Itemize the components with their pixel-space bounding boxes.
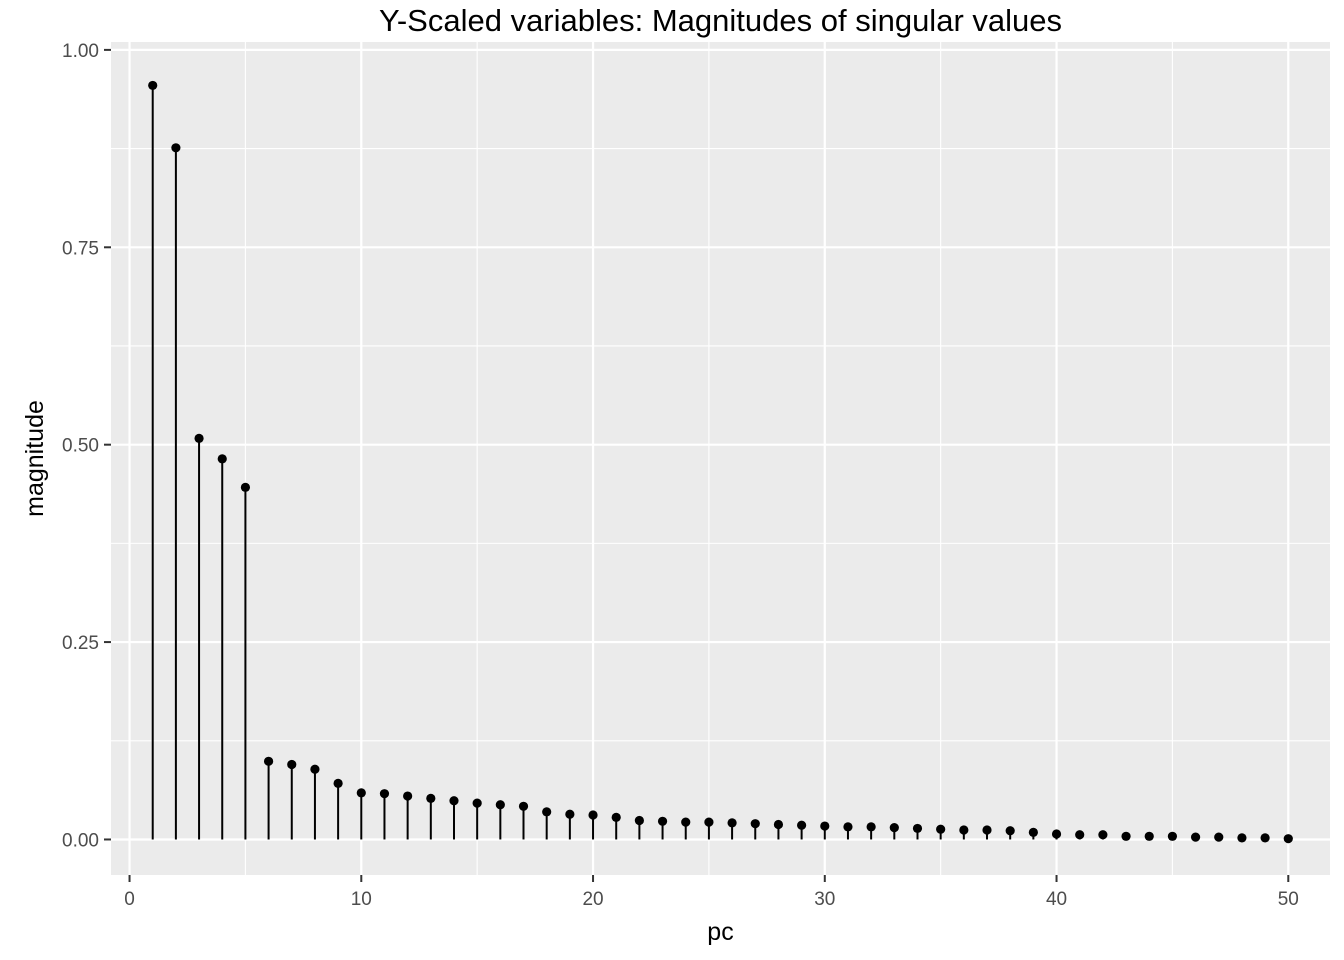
point-pc-5 xyxy=(240,482,251,492)
y-tick-label: 1.00 xyxy=(62,41,99,62)
plot-panel xyxy=(111,42,1330,875)
point-pc-22 xyxy=(634,815,644,826)
y-tick-label: 0.75 xyxy=(62,238,99,259)
point-pc-28 xyxy=(773,819,784,830)
point-pc-19 xyxy=(565,809,575,819)
points xyxy=(148,80,1293,844)
point-pc-9 xyxy=(333,778,343,789)
x-tick-label: 50 xyxy=(1278,889,1299,910)
point-pc-39 xyxy=(1028,827,1038,837)
point-pc-48 xyxy=(1237,833,1247,843)
point-pc-24 xyxy=(681,817,691,827)
point-pc-40 xyxy=(1051,829,1062,839)
point-pc-2 xyxy=(171,143,181,153)
point-pc-7 xyxy=(287,759,297,770)
x-tick-label: 30 xyxy=(814,889,835,910)
point-pc-27 xyxy=(750,819,760,829)
y-axis: 0.00 0.25 0.50 0.75 1.00 xyxy=(62,41,111,851)
point-pc-18 xyxy=(542,807,552,817)
point-pc-1 xyxy=(148,80,158,91)
point-pc-32 xyxy=(866,822,876,832)
point-pc-3 xyxy=(194,433,204,443)
point-pc-8 xyxy=(310,764,320,774)
chart-title: Y-Scaled variables: Magnitudes of singul… xyxy=(379,3,1062,38)
x-tick-label: 10 xyxy=(351,889,372,910)
point-pc-15 xyxy=(472,798,482,808)
point-pc-37 xyxy=(982,825,992,835)
point-pc-14 xyxy=(449,796,459,806)
point-pc-44 xyxy=(1144,831,1154,841)
y-axis-title: magnitude xyxy=(21,400,49,517)
x-tick-label: 20 xyxy=(582,889,603,910)
point-pc-29 xyxy=(797,820,807,830)
point-pc-26 xyxy=(727,818,737,828)
point-pc-35 xyxy=(936,824,946,834)
point-pc-20 xyxy=(588,810,598,820)
point-pc-30 xyxy=(820,821,830,831)
point-pc-4 xyxy=(217,454,227,464)
point-pc-10 xyxy=(356,788,366,798)
x-axis-title: pc xyxy=(707,918,733,946)
x-tick-label: 40 xyxy=(1046,889,1067,910)
point-pc-6 xyxy=(263,756,274,766)
x-axis: 0 10 20 30 40 50 xyxy=(124,875,1299,910)
point-pc-25 xyxy=(704,817,714,827)
point-pc-47 xyxy=(1214,832,1224,842)
point-pc-43 xyxy=(1121,831,1131,841)
point-pc-49 xyxy=(1260,833,1270,843)
point-pc-33 xyxy=(889,823,899,833)
point-pc-46 xyxy=(1190,832,1201,842)
x-tick-label: 0 xyxy=(124,889,135,910)
point-pc-38 xyxy=(1005,826,1015,836)
minor-grid xyxy=(111,42,1330,875)
point-pc-31 xyxy=(843,822,853,832)
point-pc-21 xyxy=(611,812,621,822)
point-pc-11 xyxy=(379,789,390,799)
y-tick-label: 0.00 xyxy=(62,830,99,851)
point-pc-41 xyxy=(1075,830,1085,840)
stems xyxy=(151,85,1290,840)
point-pc-13 xyxy=(426,793,436,804)
point-pc-12 xyxy=(403,791,413,801)
point-pc-16 xyxy=(495,800,505,810)
point-pc-23 xyxy=(657,816,668,826)
point-pc-36 xyxy=(959,825,969,835)
point-pc-42 xyxy=(1098,830,1108,840)
point-pc-17 xyxy=(518,801,529,811)
point-pc-50 xyxy=(1283,834,1293,844)
point-pc-34 xyxy=(912,823,923,834)
point-pc-45 xyxy=(1167,831,1178,841)
y-tick-label: 0.25 xyxy=(62,633,99,654)
y-tick-label: 0.50 xyxy=(62,436,99,457)
